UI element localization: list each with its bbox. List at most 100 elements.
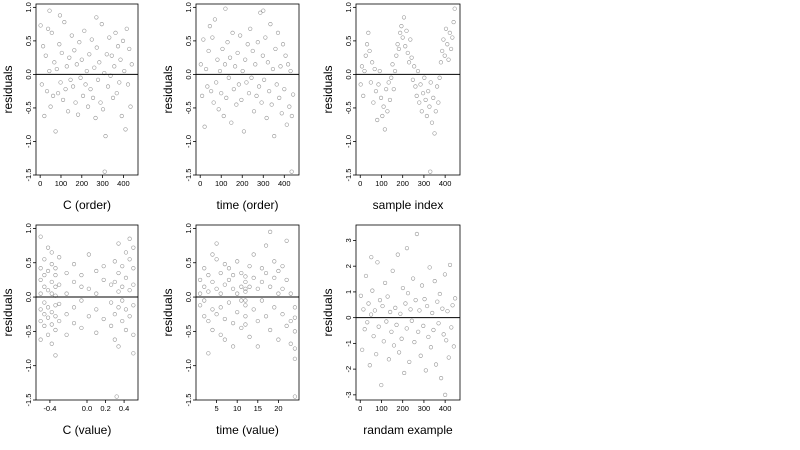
- data-point: [279, 111, 284, 116]
- data-point: [399, 24, 404, 29]
- data-point: [69, 33, 74, 38]
- y-tick-label: -1.0: [24, 135, 33, 148]
- data-point: [44, 89, 50, 94]
- data-point: [120, 284, 125, 289]
- data-point: [426, 89, 431, 94]
- data-point: [60, 97, 66, 102]
- data-point: [49, 310, 54, 315]
- data-point: [45, 268, 51, 274]
- data-point: [415, 68, 421, 74]
- data-point: [402, 370, 407, 376]
- x-tick-label: 400: [439, 179, 452, 188]
- residual-panel-6: 0 100 200 300 400 -3 -2 -1 0 1 2 3 randam example res…: [321, 224, 461, 437]
- data-point: [131, 282, 136, 287]
- data-point: [400, 35, 405, 40]
- data-point: [215, 57, 220, 62]
- data-point: [288, 319, 293, 324]
- data-point: [53, 129, 58, 134]
- data-point: [97, 60, 102, 65]
- data-point: [360, 347, 365, 352]
- data-point: [259, 100, 264, 105]
- data-point: [370, 288, 375, 293]
- data-point: [92, 65, 97, 70]
- data-point: [123, 127, 128, 132]
- data-point: [371, 100, 376, 105]
- data-point: [372, 308, 377, 313]
- data-point: [409, 55, 414, 60]
- data-point: [112, 337, 117, 342]
- data-point: [94, 307, 99, 312]
- data-point: [425, 303, 430, 309]
- y-tick-label: -0.5: [184, 101, 193, 114]
- data-point: [246, 91, 252, 96]
- data-point: [109, 282, 114, 287]
- data-point: [42, 312, 47, 317]
- data-point: [112, 64, 117, 69]
- data-point: [381, 104, 386, 109]
- data-point: [79, 298, 84, 303]
- data-point: [119, 113, 124, 119]
- data-point: [363, 273, 369, 279]
- data-point: [42, 284, 47, 289]
- data-point: [391, 343, 397, 348]
- y-tick-label: 0.5: [184, 258, 193, 268]
- data-point: [127, 257, 132, 262]
- y-tick-label: 0.0: [344, 69, 353, 79]
- data-point: [99, 22, 104, 27]
- data-point: [280, 264, 285, 269]
- data-point: [432, 131, 437, 136]
- data-point: [94, 45, 99, 50]
- data-point: [443, 26, 449, 31]
- y-tick-label: 1.0: [344, 2, 353, 12]
- data-point: [202, 124, 207, 129]
- data-point: [94, 291, 99, 296]
- data-point: [390, 268, 395, 273]
- plot-frame: [35, 224, 139, 401]
- data-point: [201, 37, 206, 42]
- y-axis-label: residuals: [161, 65, 175, 113]
- data-point: [49, 322, 54, 327]
- data-point: [251, 252, 256, 257]
- data-point: [49, 30, 54, 35]
- data-point: [101, 316, 106, 322]
- data-point: [359, 64, 365, 69]
- y-tick-label: -1.5: [184, 169, 193, 182]
- x-axis-label: time (value): [216, 423, 279, 437]
- data-point: [389, 329, 394, 334]
- data-point: [272, 305, 277, 310]
- data-point: [114, 91, 119, 96]
- data-point: [394, 322, 399, 327]
- y-tick-label: 1.0: [184, 2, 193, 12]
- data-point: [222, 337, 227, 342]
- data-point: [211, 100, 216, 105]
- data-point: [262, 77, 267, 82]
- data-point: [404, 28, 409, 33]
- residual-panel-1: 0 100 200 300 400 -1.5 -1.0 -0.5 0.0 0.5 1.0 C (ord…: [1, 2, 139, 212]
- data-point: [398, 30, 403, 35]
- data-point: [268, 284, 273, 289]
- data-point: [202, 284, 207, 289]
- data-point: [255, 286, 260, 291]
- data-point: [113, 30, 118, 35]
- data-point: [73, 100, 78, 105]
- data-point: [268, 22, 273, 27]
- data-point: [435, 84, 440, 89]
- data-point: [49, 341, 54, 346]
- data-point: [57, 282, 62, 287]
- data-point: [385, 294, 390, 299]
- data-point: [239, 97, 244, 102]
- plot-frame: [195, 224, 300, 401]
- data-point: [430, 310, 435, 316]
- data-point: [408, 37, 413, 42]
- data-point: [378, 95, 384, 100]
- data-point: [123, 327, 129, 333]
- y-tick-label: -0.5: [184, 325, 193, 338]
- data-point: [399, 336, 404, 341]
- data-point: [239, 325, 244, 331]
- data-point: [41, 44, 46, 49]
- data-point: [209, 89, 214, 94]
- data-point: [424, 113, 429, 119]
- data-point: [256, 84, 262, 89]
- data-point: [403, 301, 408, 306]
